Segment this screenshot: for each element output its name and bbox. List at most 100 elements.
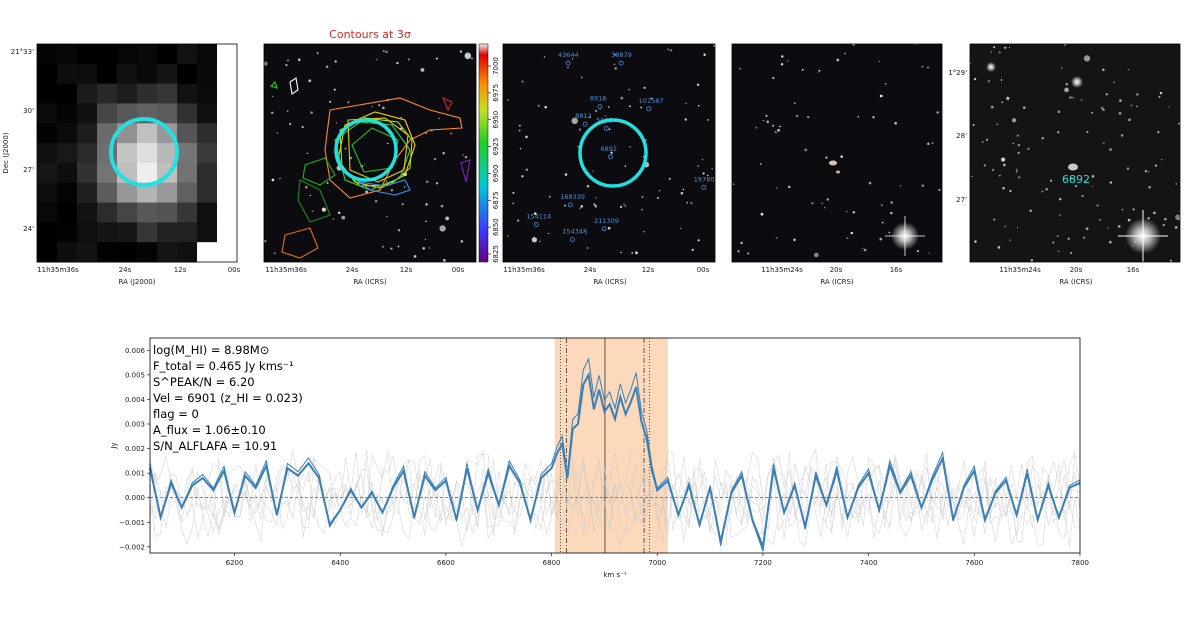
star [772, 76, 775, 80]
star [1056, 130, 1060, 134]
colorbar-tick-label: 6900 [492, 165, 500, 183]
star [656, 196, 659, 200]
hi-pixel [117, 63, 138, 85]
p4-xtick-0: 11h35m24s [761, 266, 803, 274]
hi-pixel [77, 123, 98, 144]
star [1113, 81, 1115, 84]
star [881, 204, 883, 207]
star [364, 164, 366, 166]
star [766, 120, 770, 124]
star [1009, 239, 1011, 241]
star [1127, 68, 1130, 71]
hi-pixel [57, 63, 78, 85]
star [641, 196, 644, 198]
star [413, 255, 417, 258]
hi-pixel [37, 44, 58, 65]
hi-pixel [177, 103, 198, 124]
star [341, 215, 346, 220]
star [762, 119, 765, 122]
star [586, 247, 589, 249]
star [349, 156, 353, 160]
star [846, 237, 849, 240]
star [507, 235, 509, 237]
xtick-label: 6600 [437, 559, 455, 567]
star [1085, 227, 1089, 231]
p4-xtick-1: 20s [830, 266, 843, 274]
star [424, 238, 427, 241]
noise-trace [149, 449, 1081, 545]
p4-xlabel: RA (ICRS) [820, 278, 854, 286]
star [273, 252, 276, 255]
star [985, 138, 989, 141]
star [641, 208, 643, 211]
star [460, 240, 464, 243]
star [765, 114, 768, 117]
star [425, 220, 427, 223]
star [308, 79, 312, 83]
hi-pixel [37, 83, 58, 104]
p1-xlabel: RA (J2000) [119, 278, 156, 286]
star [1069, 96, 1072, 99]
star [595, 197, 597, 199]
catalog-marker [603, 126, 609, 131]
star [386, 215, 388, 218]
star [682, 188, 685, 191]
star [1074, 185, 1078, 188]
star [899, 185, 902, 187]
hi-pixel [117, 222, 138, 243]
spectrum-xticks: 6200 6400 6600 6800 7000 7200 7400 7600 7800 [226, 553, 1089, 567]
star [306, 152, 309, 155]
hi-pixel [197, 143, 218, 164]
star [972, 123, 975, 127]
panel-optical: 11h35m24s 20s 16s RA (ICRS) [731, 43, 943, 286]
panel-contours: Contours at 3σ 7000 6975 6950 6925 6900 6875 6… [263, 28, 500, 286]
hi-pixel [217, 162, 238, 184]
hi-pixel [137, 63, 158, 85]
star [442, 152, 445, 155]
star [680, 191, 684, 195]
star [840, 155, 843, 158]
catalog-marker [597, 104, 603, 110]
star [443, 258, 446, 262]
p5-xtick-2: 16s [1127, 266, 1140, 274]
catalog-label: 38879 [611, 51, 632, 59]
star [894, 121, 897, 125]
star [697, 104, 700, 107]
hi-pixel [37, 123, 58, 144]
star [531, 237, 538, 243]
star [685, 102, 687, 105]
star [1109, 181, 1113, 184]
star [628, 105, 631, 108]
star [433, 158, 437, 161]
p3-xtick-3: 00s [697, 266, 710, 274]
star [878, 60, 881, 62]
ytick-label: 0.004 [125, 396, 146, 404]
ytick-label: 0.003 [125, 421, 145, 429]
catalog-marker [567, 202, 573, 208]
star [435, 57, 438, 60]
star [631, 251, 634, 255]
star [594, 205, 597, 208]
star [702, 172, 705, 175]
hi-pixel [37, 63, 58, 85]
star [624, 165, 627, 167]
p4-stars [732, 44, 941, 258]
star [697, 165, 700, 167]
star [669, 49, 673, 52]
star [1102, 142, 1105, 145]
hi-pixel [217, 182, 238, 204]
star [375, 58, 378, 61]
hi-pixel [137, 83, 158, 104]
hi-pixel [77, 143, 98, 164]
hi-pixel [177, 222, 198, 243]
hi-pixel [117, 103, 138, 124]
star [614, 67, 617, 70]
star [543, 56, 546, 58]
hi-pixel [157, 83, 178, 104]
hi-pixel [157, 143, 178, 164]
p5-bright-stars [986, 62, 1168, 262]
star [311, 210, 314, 213]
star [658, 189, 661, 192]
star [1086, 130, 1089, 133]
star [525, 168, 528, 171]
